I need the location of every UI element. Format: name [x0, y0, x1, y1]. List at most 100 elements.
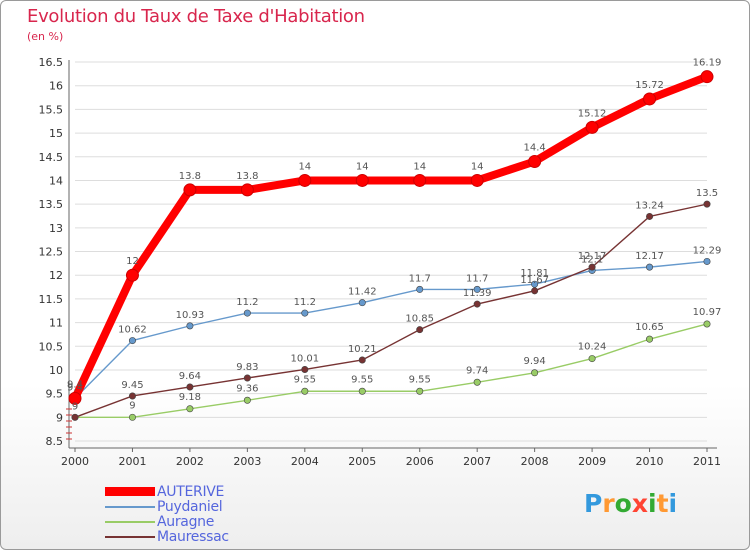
data-point — [700, 70, 714, 84]
data-point — [243, 396, 251, 404]
data-point — [68, 391, 82, 405]
data-label: 9.45 — [121, 380, 143, 391]
series-line — [74, 203, 708, 419]
x-tick-label: 2004 — [291, 455, 319, 468]
series-puydaniel — [71, 257, 711, 402]
data-label: 9.55 — [294, 374, 316, 385]
data-point — [528, 154, 542, 168]
logo-letter: P — [584, 489, 603, 518]
data-label: 9 — [129, 400, 135, 411]
data-point — [703, 257, 711, 265]
legend-item-puydaniel: Puydaniel — [105, 498, 229, 515]
logo-letter: t — [656, 489, 669, 518]
data-point — [128, 392, 136, 400]
data-label: 9.4 — [67, 379, 83, 390]
data-point — [301, 309, 309, 317]
data-label: 12.29 — [693, 245, 722, 256]
series-auragne — [71, 320, 711, 421]
x-tick-labels: 2000 2001 2002 2003 2004 2005 2006 2007 2008 2009… — [61, 455, 721, 468]
data-label: 9.74 — [466, 365, 488, 376]
data-label: 10.62 — [118, 325, 147, 336]
y-tick-labels: 8.5 9 9.5 10 10.5 11 11.5 12 12.5 13 13.5 14 14.5 15 1… — [39, 56, 64, 448]
y-tick-label: 13 — [49, 222, 63, 235]
data-label: 12.17 — [635, 251, 664, 262]
data-label: 13.24 — [635, 200, 664, 211]
data-point — [470, 173, 484, 187]
y-tick-label: 12.5 — [39, 246, 64, 259]
data-point — [71, 413, 79, 421]
data-point — [183, 183, 197, 197]
y-tick-label: 16.5 — [39, 56, 64, 69]
data-label: 9.36 — [236, 383, 258, 394]
data-label: 15.72 — [635, 80, 664, 91]
data-label: 9.4 — [67, 382, 83, 393]
legend-swatch — [105, 520, 155, 523]
data-label: 12.1 — [581, 254, 603, 265]
legend-label: AUTERIVE — [157, 483, 225, 500]
x-tick-label: 2005 — [348, 455, 376, 468]
y-tick-label: 14 — [49, 174, 63, 187]
logo-letter: i — [648, 489, 657, 518]
axes — [66, 60, 717, 452]
y-tick-label: 10 — [49, 364, 63, 377]
data-point — [128, 337, 136, 345]
data-label: 15.12 — [578, 108, 607, 119]
data-label: 14 — [356, 161, 369, 172]
data-point — [416, 326, 424, 334]
data-point — [473, 300, 481, 308]
data-label: 13.5 — [696, 188, 718, 199]
x-tick-label: 2010 — [636, 455, 664, 468]
data-point — [186, 322, 194, 330]
x-tick-label: 2000 — [61, 455, 89, 468]
data-point — [186, 383, 194, 391]
data-label: 11.2 — [294, 297, 316, 308]
data-point — [243, 309, 251, 317]
series-line — [74, 260, 708, 400]
x-tick-label: 2008 — [521, 455, 549, 468]
data-label: 10.21 — [348, 344, 377, 355]
x-tick-label: 2011 — [693, 455, 721, 468]
y-tick-label: 9 — [56, 411, 63, 424]
data-label: 13.8 — [179, 171, 201, 182]
logo-letter: x — [631, 489, 648, 518]
chart-title: Evolution du Taux de Taxe d'Habitation — [27, 6, 365, 27]
data-point — [646, 263, 654, 271]
logo-letter: r — [602, 489, 615, 518]
data-label: 9.64 — [179, 371, 201, 382]
x-tick-label: 2002 — [176, 455, 204, 468]
logo-letter: i — [668, 489, 678, 518]
data-point — [416, 387, 424, 395]
data-label: 11.81 — [520, 268, 549, 279]
data-point — [358, 299, 366, 307]
data-labels: 9.4 12 13.8 13.8 14 14 14 14 14.4 15.12 15.72 16.19… — [67, 58, 721, 413]
data-label: 12 — [126, 256, 139, 267]
x-tick-label: 2009 — [578, 455, 606, 468]
series-auterive — [68, 70, 714, 405]
data-label: 10.01 — [290, 353, 319, 364]
legend-item-auterive: AUTERIVE — [105, 483, 229, 500]
data-label: 11.39 — [463, 288, 492, 299]
legend-swatch — [105, 487, 155, 496]
data-point — [646, 212, 654, 220]
legend: AUTERIVE Puydaniel Auragne Mauressac — [105, 483, 229, 545]
data-label: 11.67 — [520, 275, 549, 286]
data-label: 9 — [72, 401, 78, 412]
y-tick-label: 12 — [49, 269, 63, 282]
data-label: 9.94 — [524, 356, 546, 367]
data-point — [240, 183, 254, 197]
series-lines — [68, 70, 714, 421]
proxiti-logo: Proxiti — [584, 489, 677, 518]
data-label: 16.19 — [693, 58, 722, 69]
logo-letter: o — [614, 489, 632, 518]
data-point — [298, 173, 312, 187]
data-point — [186, 405, 194, 413]
data-label: 9.55 — [409, 374, 431, 385]
data-point — [646, 335, 654, 343]
data-point — [301, 387, 309, 395]
legend-label: Puydaniel — [157, 498, 223, 515]
y-tick-label: 9.5 — [46, 388, 64, 401]
series-mauressac — [71, 200, 711, 421]
legend-label: Mauressac — [157, 528, 229, 545]
